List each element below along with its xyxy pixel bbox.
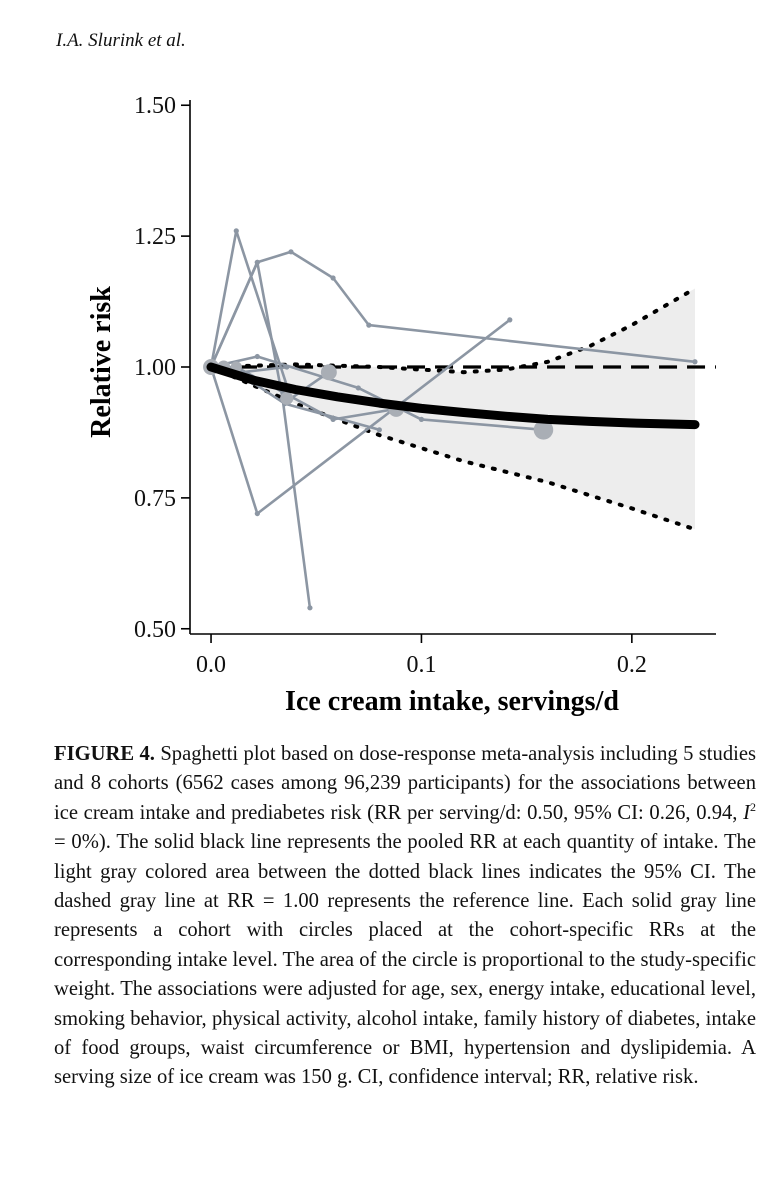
- y-axis-title: Relative risk: [86, 286, 117, 438]
- study-point: [320, 364, 337, 381]
- axes-layer: 0.50 0.75 1.00 1.25 1.50 0.0 0.1 0.2: [134, 93, 716, 678]
- cohort-vertex: [254, 259, 260, 265]
- cohort-vertex: [692, 359, 698, 365]
- caption-text-2: = 0%). The solid black line represents t…: [54, 831, 756, 1089]
- y-tick-label: 1.00: [134, 355, 176, 381]
- caption-i2-sup: 2: [750, 799, 756, 814]
- y-tick-label: 0.50: [134, 617, 176, 643]
- cohort-vertex: [355, 385, 361, 391]
- cohort-vertex: [507, 317, 513, 323]
- spaghetti-plot: 0.50 0.75 1.00 1.25 1.50 0.0 0.1 0.2 Relative r…: [86, 93, 716, 717]
- x-tick-label: 0.2: [617, 652, 647, 678]
- x-tick-label: 0.0: [196, 652, 226, 678]
- y-tick-label: 1.25: [134, 224, 176, 250]
- cohort-vertex: [307, 605, 313, 611]
- cohort-lines-layer: [209, 228, 698, 611]
- cohort-vertex: [330, 275, 336, 281]
- running-head: I.A. Slurink et al.: [56, 30, 186, 51]
- cohort-vertex: [366, 322, 372, 328]
- x-axis-title: Ice cream intake, servings/d: [285, 686, 619, 717]
- cohort-vertex: [254, 353, 260, 360]
- figure-caption: FIGURE 4. Spaghetti plot based on dose-r…: [54, 740, 756, 1093]
- pooled-rr-line: [206, 362, 700, 430]
- cohort-vertex: [284, 364, 290, 370]
- cohort-line-3: [209, 261, 312, 608]
- caption-label: FIGURE 4.: [54, 743, 155, 765]
- cohort-vertex: [233, 228, 239, 234]
- study-point: [280, 391, 294, 405]
- study-point: [533, 420, 554, 440]
- y-tick-label: 0.75: [134, 486, 176, 512]
- cohort-vertex: [254, 510, 260, 517]
- caption-i2-symbol: I: [743, 801, 750, 824]
- ci-upper-line: [209, 286, 697, 375]
- ci-lower-line: [209, 365, 697, 532]
- y-tick-label: 1.50: [134, 93, 176, 119]
- cohort-vertex: [376, 427, 382, 433]
- pooled-line-layer: [206, 362, 700, 430]
- x-tick-label: 0.1: [406, 652, 436, 678]
- cohort-line-1: [209, 229, 330, 400]
- caption-text-1: Spaghetti plot based on dose-response me…: [54, 743, 757, 824]
- cohort-vertex: [288, 249, 294, 255]
- cohort-vertex: [418, 416, 425, 422]
